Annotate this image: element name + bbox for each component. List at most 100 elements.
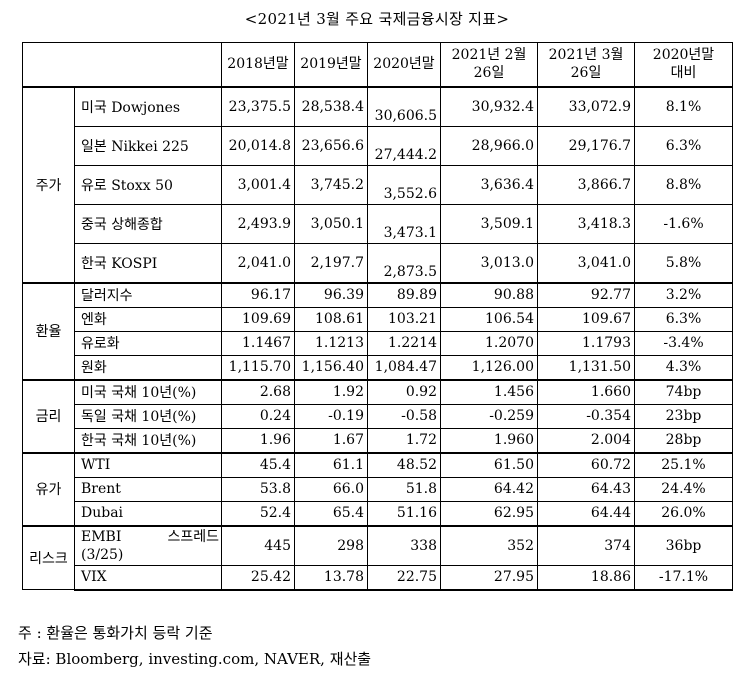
value-cell: 1.960 [440, 427, 538, 453]
value-cell: 1.72 [367, 427, 441, 453]
table-row: 주가 미국 Dowjones 23,375.5 28,538.4 30,606.… [22, 85, 733, 283]
value-cell: 298 [294, 524, 368, 566]
header-corner [22, 42, 222, 87]
value-cell: 2,197.7 [294, 242, 368, 283]
value-cell: 52.4 [221, 500, 295, 526]
value-cell: 338 [367, 524, 441, 566]
table-row: 리스크 EMBI 스프레드 (3/25) 445 298 338 352 374 … [22, 524, 733, 590]
value-cell: 1,156.40 [294, 354, 368, 380]
spread-label: 스프레드 [167, 528, 219, 545]
row-label: 원화 [74, 354, 222, 380]
table-row: 독일 국채 10년(%) 0.24 -0.19 -0.58 -0.259 -0.… [23, 403, 733, 429]
value-cell: 2.004 [537, 427, 635, 453]
value-cell: 60.72 [537, 451, 635, 478]
row-label: VIX [74, 564, 222, 591]
value-cell: 53.8 [221, 476, 295, 502]
value-cell: 13.78 [294, 564, 368, 591]
row-label: Dubai [74, 500, 222, 526]
value-cell: 3,636.4 [440, 164, 538, 205]
source-note: 자료: Bloomberg, investing.com, NAVER, 재산출 [18, 650, 372, 668]
change-cell: 8.8% [634, 164, 733, 205]
change-cell: 24.4% [634, 476, 733, 502]
row-label: 달러지수 [74, 281, 222, 308]
value-cell: 64.44 [537, 500, 635, 526]
value-cell: 3,001.4 [221, 164, 295, 205]
value-cell: 29,176.7 [537, 125, 635, 166]
table-row: VIX 25.42 13.78 22.75 27.95 18.86 -17.1% [23, 564, 733, 591]
value-cell: 23,656.6 [294, 125, 368, 166]
row-label: 유로화 [74, 330, 222, 356]
market-indicators-table: 2018년말 2019년말 2020년말 2021년 2월 26일 2021년 3… [22, 42, 733, 591]
table-row: 엔화 109.69 108.61 103.21 106.54 109.67 6.… [23, 306, 733, 332]
value-cell: 3,745.2 [294, 164, 368, 205]
change-cell: 36bp [634, 524, 733, 566]
change-cell: 23bp [634, 403, 733, 429]
table-title: <2021년 3월 주요 국제금융시장 지표> [244, 10, 510, 28]
value-cell: 30,606.5 [367, 85, 441, 127]
table-row: 일본 Nikkei 225 20,014.8 23,656.6 27,444.2… [23, 125, 733, 166]
value-cell: 1,084.47 [367, 354, 441, 380]
value-cell: 374 [537, 524, 635, 566]
value-cell: 3,473.1 [367, 203, 441, 244]
value-cell: 33,072.9 [537, 85, 635, 127]
value-cell: 96.17 [221, 281, 295, 308]
value-cell: 64.42 [440, 476, 538, 502]
change-cell: 28bp [634, 427, 733, 453]
category-oil: 유가 [22, 451, 75, 526]
change-cell: -3.4% [634, 330, 733, 356]
value-cell: 20,014.8 [221, 125, 295, 166]
value-cell: 1,131.50 [537, 354, 635, 380]
value-cell: 2.68 [221, 378, 295, 405]
value-cell: -0.354 [537, 403, 635, 429]
change-cell: 25.1% [634, 451, 733, 478]
table-row: 유로 Stoxx 50 3,001.4 3,745.2 3,552.6 3,63… [23, 164, 733, 205]
value-cell: 3,866.7 [537, 164, 635, 205]
row-label: 엔화 [74, 306, 222, 332]
value-cell: 25.42 [221, 564, 295, 591]
value-cell: 1.660 [537, 378, 635, 405]
value-cell: 89.89 [367, 281, 441, 308]
value-cell: 1.96 [221, 427, 295, 453]
value-cell: 3,552.6 [367, 164, 441, 205]
value-cell: 109.69 [221, 306, 295, 332]
value-cell: 1.92 [294, 378, 368, 405]
row-label: 유로 Stoxx 50 [74, 164, 222, 205]
row-label: 미국 국채 10년(%) [74, 378, 222, 405]
value-cell: 51.8 [367, 476, 441, 502]
value-cell: 3,418.3 [537, 203, 635, 244]
value-cell: 3,013.0 [440, 242, 538, 283]
value-cell: 1.67 [294, 427, 368, 453]
value-cell: 106.54 [440, 306, 538, 332]
table-row: 환율 달러지수 96.17 96.39 89.89 90.88 92.77 3.… [22, 281, 733, 380]
value-cell: 62.95 [440, 500, 538, 526]
value-cell: 2,873.5 [367, 242, 441, 283]
value-cell: -0.259 [440, 403, 538, 429]
row-label: 한국 KOSPI [74, 242, 222, 283]
change-cell: 8.1% [634, 85, 733, 127]
row-label-embi: EMBI 스프레드 (3/25) [74, 524, 222, 566]
change-cell: 4.3% [634, 354, 733, 380]
table-row: 원화 1,115.70 1,156.40 1,084.47 1,126.00 1… [23, 354, 733, 380]
value-cell: 1.1793 [537, 330, 635, 356]
row-label: 독일 국채 10년(%) [74, 403, 222, 429]
value-cell: 1,115.70 [221, 354, 295, 380]
header-change-vs-2020: 2020년말 대비 [634, 42, 733, 87]
header-2019: 2019년말 [294, 42, 368, 87]
header-2018: 2018년말 [221, 42, 295, 87]
table-row: 한국 KOSPI 2,041.0 2,197.7 2,873.5 3,013.0… [23, 242, 733, 283]
change-cell: -17.1% [634, 564, 733, 591]
change-cell: -1.6% [634, 203, 733, 244]
row-label: 일본 Nikkei 225 [74, 125, 222, 166]
value-cell: 27,444.2 [367, 125, 441, 166]
value-cell: 66.0 [294, 476, 368, 502]
value-cell: 1.456 [440, 378, 538, 405]
table-row: 중국 상해종합 2,493.9 3,050.1 3,473.1 3,509.1 … [23, 203, 733, 244]
value-cell: 2,041.0 [221, 242, 295, 283]
value-cell: 1.1467 [221, 330, 295, 356]
value-cell: 18.86 [537, 564, 635, 591]
change-cell: 5.8% [634, 242, 733, 283]
value-cell: 1.2070 [440, 330, 538, 356]
change-cell: 6.3% [634, 125, 733, 166]
row-label: 한국 국채 10년(%) [74, 427, 222, 453]
value-cell: 23,375.5 [221, 85, 295, 127]
